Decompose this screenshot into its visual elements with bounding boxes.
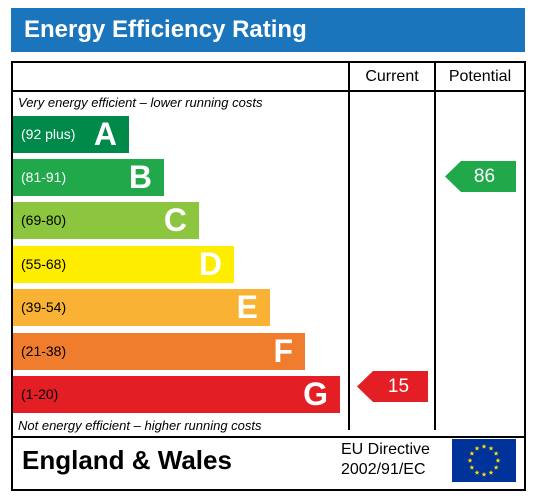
- bottom-note: Not energy efficient – higher running co…: [18, 418, 262, 433]
- star-icon: [474, 445, 480, 451]
- band-letter: G: [303, 376, 328, 412]
- page-title: Energy Efficiency Rating: [24, 16, 307, 43]
- band-a: (92 plus) A: [13, 116, 129, 153]
- star-icon: [488, 445, 494, 451]
- arrow-shape: [357, 371, 428, 402]
- star-icon: [474, 470, 480, 475]
- band-range: (1-20): [21, 386, 59, 402]
- header-divider: [11, 90, 526, 92]
- eu-directive-number: 2002/91/EC: [341, 461, 426, 478]
- band-letter: D: [198, 246, 222, 282]
- star-icon: [481, 443, 487, 449]
- column-divider-current: [348, 61, 350, 430]
- band-b: (81-91) B: [13, 159, 164, 196]
- star-icon: [488, 470, 494, 475]
- band-letter: A: [93, 116, 117, 152]
- band-range: (39-54): [21, 299, 67, 315]
- potential-rating-arrow: 86: [445, 161, 516, 192]
- band-letter: E: [236, 289, 258, 325]
- star-icon: [495, 457, 501, 463]
- current-rating-value: 15: [387, 376, 410, 397]
- star-icon: [469, 464, 475, 470]
- eu-directive-label: EU Directive: [341, 441, 430, 458]
- star-icon: [493, 450, 499, 456]
- band-range: (55-68): [21, 256, 67, 272]
- band-e: (39-54) E: [13, 289, 270, 326]
- region-title: England & Wales: [22, 445, 232, 475]
- star-icon: [493, 464, 499, 470]
- band-d: (55-68) D: [13, 246, 234, 283]
- arrow-shape: [445, 161, 516, 192]
- star-icon: [481, 471, 487, 477]
- footer-divider: [11, 436, 526, 438]
- star-icon: [469, 450, 475, 456]
- top-note: Very energy efficient – lower running co…: [18, 95, 263, 110]
- band-range: (81-91): [21, 169, 67, 185]
- current-rating-arrow: 15: [357, 371, 428, 402]
- band-f: (21-38) F: [13, 333, 305, 370]
- header-bar: Energy Efficiency Rating: [11, 8, 525, 52]
- column-divider-potential: [434, 61, 436, 430]
- band-g: (1-20) G: [13, 376, 340, 413]
- band-c: (69-80) C: [13, 202, 199, 239]
- band-letter: B: [128, 159, 152, 195]
- rating-table: [11, 61, 526, 491]
- band-letter: C: [163, 202, 187, 238]
- potential-rating-value: 86: [473, 166, 496, 187]
- star-icon: [467, 457, 473, 463]
- band-range: (92 plus): [21, 126, 76, 142]
- band-letter: F: [273, 333, 293, 369]
- band-range: (69-80): [21, 212, 67, 228]
- current-column-header: Current: [365, 68, 419, 85]
- eu-flag-icon: [452, 439, 516, 482]
- eu-flag-stars: [467, 443, 501, 477]
- band-range: (21-38): [21, 343, 67, 359]
- potential-column-header: Potential: [448, 68, 512, 85]
